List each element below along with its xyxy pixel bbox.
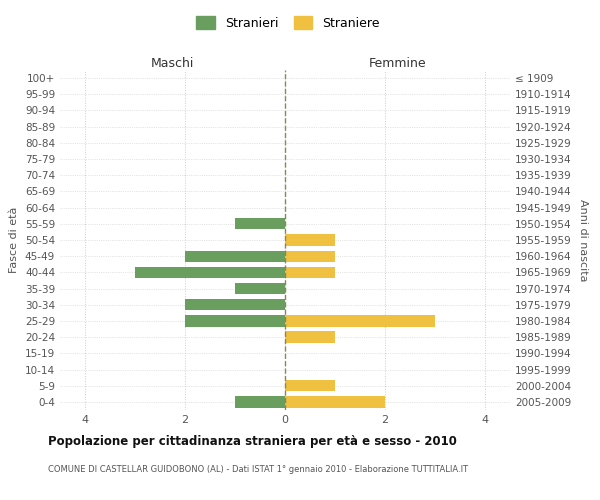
- Bar: [185, 250, 285, 262]
- Text: Popolazione per cittadinanza straniera per età e sesso - 2010: Popolazione per cittadinanza straniera p…: [48, 435, 457, 448]
- Y-axis label: Fasce di età: Fasce di età: [10, 207, 19, 273]
- Text: COMUNE DI CASTELLAR GUIDOBONO (AL) - Dati ISTAT 1° gennaio 2010 - Elaborazione T: COMUNE DI CASTELLAR GUIDOBONO (AL) - Dat…: [48, 465, 468, 474]
- Legend: Stranieri, Straniere: Stranieri, Straniere: [191, 11, 385, 35]
- Bar: [285, 396, 385, 407]
- Bar: [235, 218, 285, 230]
- Bar: [285, 380, 335, 392]
- Text: Maschi: Maschi: [151, 57, 194, 70]
- Bar: [285, 250, 335, 262]
- Bar: [285, 266, 335, 278]
- Bar: [185, 299, 285, 310]
- Bar: [235, 283, 285, 294]
- Bar: [285, 332, 335, 343]
- Text: Femmine: Femmine: [368, 57, 427, 70]
- Bar: [285, 316, 435, 326]
- Bar: [135, 266, 285, 278]
- Bar: [285, 234, 335, 246]
- Bar: [185, 316, 285, 326]
- Y-axis label: Anni di nascita: Anni di nascita: [578, 198, 588, 281]
- Bar: [235, 396, 285, 407]
